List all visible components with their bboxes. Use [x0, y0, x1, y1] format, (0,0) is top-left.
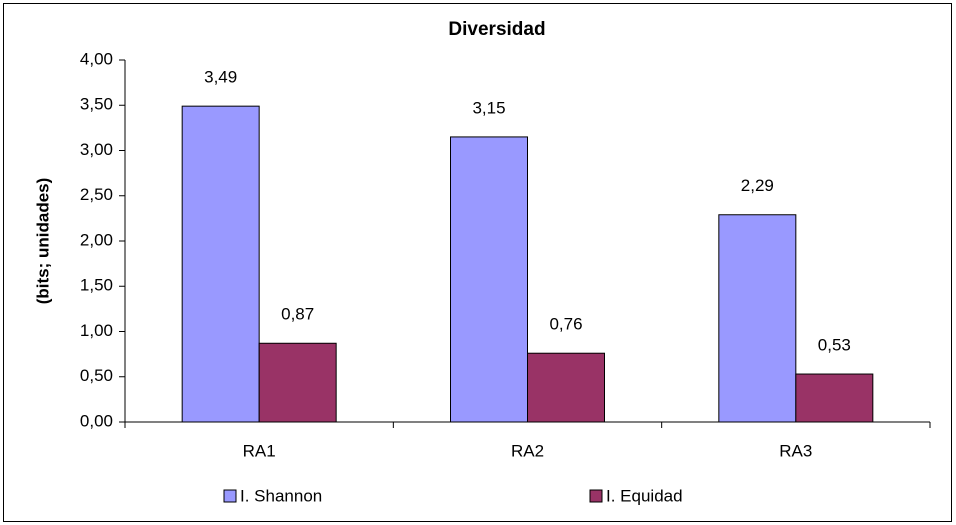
- bar: [527, 352, 605, 423]
- y-tick-label: 2,50: [80, 185, 113, 204]
- bar: [450, 136, 528, 423]
- bar: [718, 214, 797, 423]
- y-tick-label: 4,00: [80, 49, 113, 68]
- value-label: 2,29: [741, 176, 774, 195]
- bar: [181, 105, 260, 423]
- value-label: 3,15: [472, 98, 505, 117]
- value-label: 0,76: [549, 315, 582, 334]
- legend-label: I. Shannon: [240, 486, 322, 505]
- y-tick-label: 1,00: [80, 321, 113, 340]
- value-label: 0,53: [818, 336, 851, 355]
- legend-swatch: [589, 489, 603, 503]
- chart-title: Diversidad: [448, 19, 545, 40]
- x-tick-label: RA2: [511, 441, 544, 460]
- bar: [795, 373, 874, 423]
- y-tick-label: 3,00: [80, 140, 113, 159]
- x-tick-label: RA1: [243, 441, 276, 460]
- y-tick-label: 0,00: [80, 411, 113, 430]
- y-tick-label: 2,00: [80, 230, 113, 249]
- y-axis-label: (bits; unidades): [33, 178, 52, 305]
- value-label: 0,87: [281, 305, 314, 324]
- y-tick-label: 0,50: [80, 366, 113, 385]
- x-tick-label: RA3: [779, 441, 812, 460]
- legend-swatch: [223, 489, 237, 503]
- y-tick-label: 1,50: [80, 276, 113, 295]
- bar: [258, 342, 337, 423]
- y-tick-label: 3,50: [80, 95, 113, 114]
- value-label: 3,49: [204, 68, 237, 87]
- legend-label: I. Equidad: [606, 486, 683, 505]
